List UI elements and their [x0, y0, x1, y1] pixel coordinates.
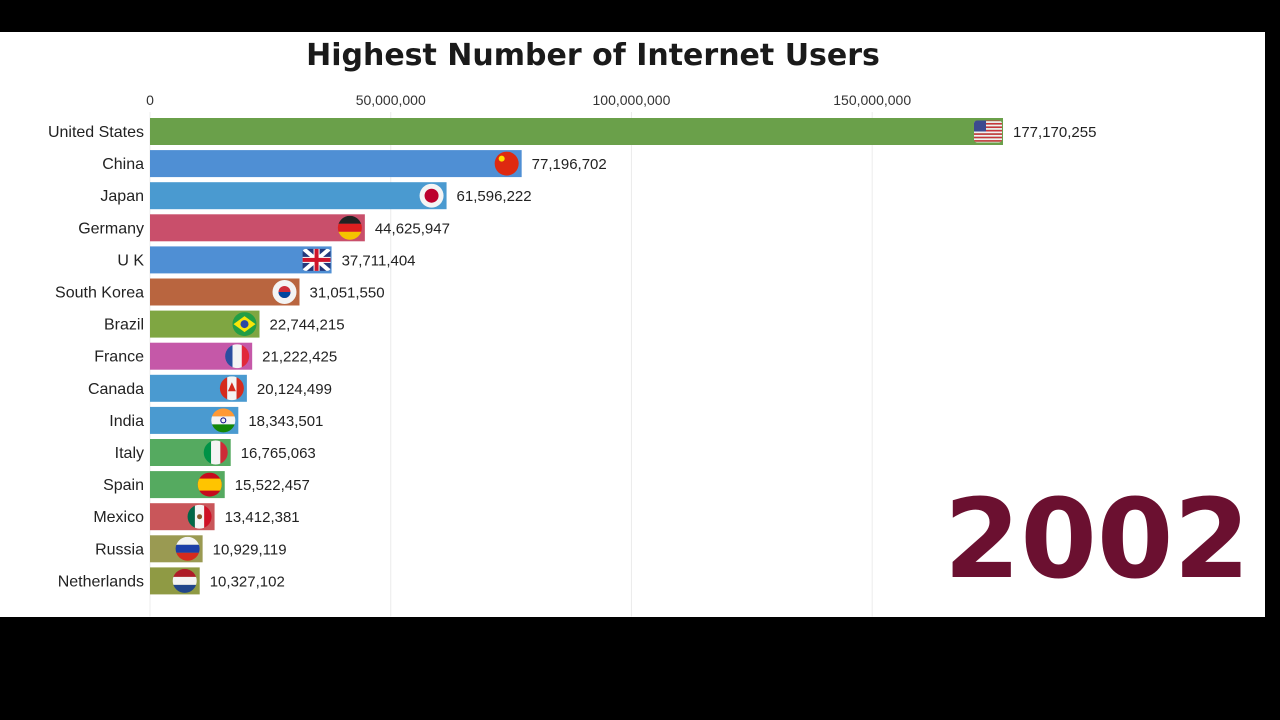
- italy-flag-icon: [203, 440, 228, 465]
- category-label: Brazil: [104, 317, 144, 334]
- value-label: 31,051,550: [310, 285, 385, 302]
- bar-group: U K 37,711,404: [117, 246, 416, 274]
- chart-area: Highest Number of Internet Users 0 50,000…: [0, 32, 1265, 617]
- mexico-flag-icon: [187, 504, 212, 529]
- bar: [150, 214, 365, 242]
- value-label: 21,222,425: [262, 349, 337, 366]
- france-flag-icon: [225, 344, 250, 369]
- south-korea-flag-icon: [272, 280, 297, 304]
- category-label: China: [102, 156, 144, 173]
- category-label: Italy: [115, 445, 144, 462]
- x-tick-label: 150,000,000: [833, 92, 911, 108]
- bar-group: China 77,196,702: [102, 150, 607, 178]
- category-label: France: [94, 349, 144, 366]
- bar-group: Spain 15,522,457: [103, 471, 310, 499]
- bar-group: Germany 44,625,947: [78, 214, 450, 242]
- value-label: 177,170,255: [1013, 124, 1096, 141]
- category-label: Netherlands: [58, 573, 144, 590]
- category-label: Spain: [103, 477, 144, 494]
- canada-flag-icon: [219, 376, 244, 401]
- category-label: Canada: [88, 381, 144, 398]
- bar-group: Canada 20,124,499: [88, 374, 332, 402]
- bar: [150, 118, 1003, 145]
- category-label: Russia: [95, 541, 144, 558]
- category-label: South Korea: [55, 285, 144, 302]
- year-label: 2002: [944, 475, 1250, 603]
- value-label: 18,343,501: [248, 413, 323, 430]
- bar-group: Netherlands 10,327,102: [58, 567, 285, 595]
- bar-group: France 21,222,425: [94, 342, 337, 370]
- chart-title: Highest Number of Internet Users: [306, 38, 880, 73]
- x-axis-ticks: 0 50,000,000 100,000,000 150,000,000: [146, 92, 911, 108]
- value-label: 20,124,499: [257, 381, 332, 398]
- value-label: 10,327,102: [210, 573, 285, 590]
- bar-chart: Highest Number of Internet Users 0 50,000…: [48, 38, 1250, 617]
- bar-group: India 18,343,501: [109, 406, 323, 434]
- category-label: Mexico: [93, 509, 144, 526]
- category-label: United States: [48, 124, 144, 141]
- value-label: 16,765,063: [241, 445, 316, 462]
- x-tick-label: 0: [146, 92, 154, 108]
- bar: [150, 150, 522, 178]
- netherlands-flag-icon: [172, 568, 197, 593]
- bar-group: Italy 16,765,063: [115, 439, 316, 466]
- value-label: 22,744,215: [270, 317, 345, 334]
- spain-flag-icon: [197, 472, 222, 497]
- bar-group: Russia 10,929,119: [95, 535, 287, 563]
- x-tick-label: 50,000,000: [356, 92, 426, 108]
- value-label: 77,196,702: [532, 156, 607, 173]
- value-label: 61,596,222: [457, 188, 532, 205]
- us-flag-icon: [974, 120, 1002, 143]
- india-flag-icon: [211, 408, 236, 433]
- bar: [150, 246, 332, 274]
- bar-group: Japan 61,596,222: [100, 182, 532, 210]
- bar-group: South Korea 31,051,550: [55, 278, 385, 306]
- bar-group: Brazil 22,744,215: [104, 310, 345, 338]
- category-label: Germany: [78, 220, 144, 237]
- x-tick-label: 100,000,000: [593, 92, 671, 108]
- category-label: Japan: [100, 188, 144, 205]
- value-label: 13,412,381: [225, 509, 300, 526]
- category-label: U K: [117, 252, 144, 269]
- category-label: India: [109, 413, 144, 430]
- japan-flag-icon: [419, 183, 444, 208]
- brazil-flag-icon: [232, 312, 257, 337]
- bar-group: United States 177,170,255: [48, 118, 1096, 145]
- bar-group: Mexico 13,412,381: [93, 503, 300, 531]
- china-flag-icon: [494, 151, 519, 176]
- value-label: 15,522,457: [235, 477, 310, 494]
- russia-flag-icon: [175, 536, 200, 561]
- bar: [150, 182, 447, 210]
- value-label: 44,625,947: [375, 220, 450, 237]
- value-label: 10,929,119: [213, 541, 287, 558]
- value-label: 37,711,404: [342, 252, 416, 269]
- germany-flag-icon: [337, 215, 362, 240]
- uk-flag-icon: [302, 248, 331, 271]
